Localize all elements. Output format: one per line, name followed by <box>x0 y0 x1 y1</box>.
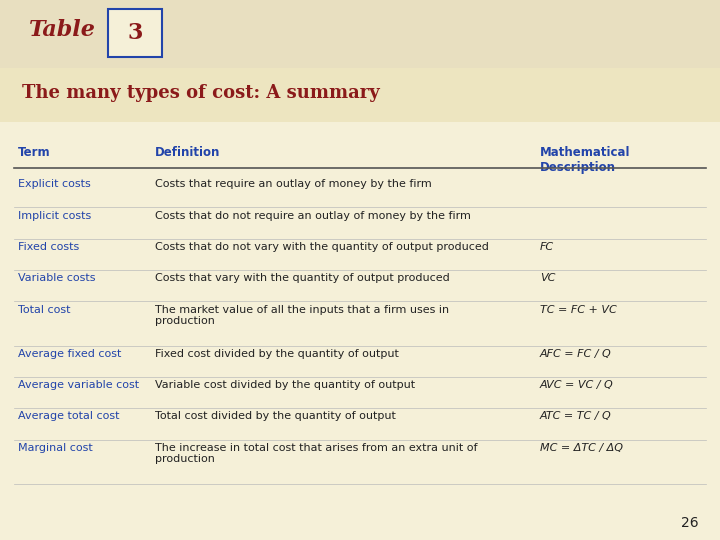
Text: Costs that vary with the quantity of output produced: Costs that vary with the quantity of out… <box>155 273 449 284</box>
Text: AFC = FC / Q: AFC = FC / Q <box>540 349 612 359</box>
Text: Marginal cost: Marginal cost <box>18 443 93 453</box>
FancyBboxPatch shape <box>0 0 720 68</box>
Text: Fixed costs: Fixed costs <box>18 242 79 252</box>
Text: Fixed cost divided by the quantity of output: Fixed cost divided by the quantity of ou… <box>155 349 399 359</box>
Text: Average variable cost: Average variable cost <box>18 380 139 390</box>
Text: Explicit costs: Explicit costs <box>18 179 91 190</box>
Text: Definition: Definition <box>155 146 220 159</box>
Text: 26: 26 <box>681 516 698 530</box>
Text: VC: VC <box>540 273 555 284</box>
Text: MC = ΔTC / ΔQ: MC = ΔTC / ΔQ <box>540 443 623 453</box>
Text: Total cost divided by the quantity of output: Total cost divided by the quantity of ou… <box>155 411 396 422</box>
Text: TC = FC + VC: TC = FC + VC <box>540 305 617 315</box>
Text: Costs that do not require an outlay of money by the firm: Costs that do not require an outlay of m… <box>155 211 471 221</box>
Text: Costs that do not vary with the quantity of output produced: Costs that do not vary with the quantity… <box>155 242 489 252</box>
Text: Table: Table <box>29 19 96 40</box>
Text: Term: Term <box>18 146 50 159</box>
Text: The market value of all the inputs that a firm uses in
production: The market value of all the inputs that … <box>155 305 449 326</box>
Text: Total cost: Total cost <box>18 305 71 315</box>
Text: 3: 3 <box>127 22 143 44</box>
Text: AVC = VC / Q: AVC = VC / Q <box>540 380 613 390</box>
Text: Average fixed cost: Average fixed cost <box>18 349 122 359</box>
Text: Implicit costs: Implicit costs <box>18 211 91 221</box>
Text: FC: FC <box>540 242 554 252</box>
Text: ATC = TC / Q: ATC = TC / Q <box>540 411 612 422</box>
Text: The increase in total cost that arises from an extra unit of
production: The increase in total cost that arises f… <box>155 443 477 464</box>
FancyBboxPatch shape <box>0 68 720 122</box>
Text: The many types of cost: A summary: The many types of cost: A summary <box>22 84 379 103</box>
FancyBboxPatch shape <box>108 9 162 57</box>
Text: Costs that require an outlay of money by the firm: Costs that require an outlay of money by… <box>155 179 431 190</box>
Text: Variable cost divided by the quantity of output: Variable cost divided by the quantity of… <box>155 380 415 390</box>
Text: Average total cost: Average total cost <box>18 411 120 422</box>
Text: Variable costs: Variable costs <box>18 273 96 284</box>
Text: Mathematical
Description: Mathematical Description <box>540 146 631 174</box>
